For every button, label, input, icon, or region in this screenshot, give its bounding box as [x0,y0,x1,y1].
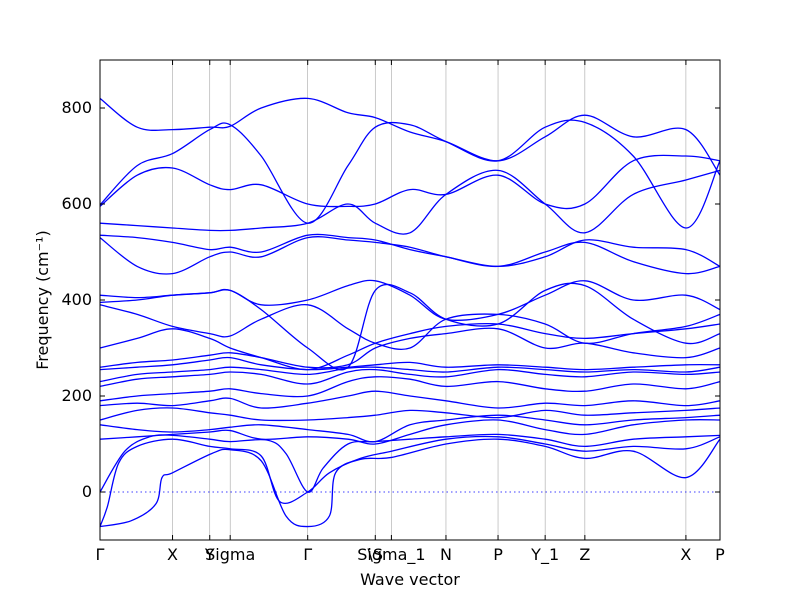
band-line-17 [99,236,721,275]
x-tick-label: X [167,545,178,564]
x-tick-label: P [715,545,725,564]
band-line-20 [99,154,721,210]
band-line-22 [99,97,721,176]
x-tick-label: Sigma [205,545,255,564]
x-tick-label: \S [368,545,384,564]
band-line-7 [99,390,721,409]
band-line-2 [99,435,721,527]
band-line-12 [99,327,721,369]
band-line-1 [99,438,721,528]
band-line-19 [99,169,721,235]
y-axis-label: Frequency (cm⁻¹) [33,230,52,369]
band-line-10 [99,366,721,383]
x-tick-label: Y [204,545,215,564]
x-axis-label: Wave vector [360,570,460,589]
band-line-5 [99,414,721,443]
y-tick-label: 400 [61,290,92,309]
x-tick-label: Z [579,545,590,564]
x-tick-label: Γ [303,545,312,564]
band-lines [99,97,721,528]
band-line-3 [99,433,721,493]
x-tick-label: Sigma_1 [357,545,425,565]
band-line-21 [99,119,721,229]
band-line-14 [99,304,721,351]
x-tick-label: P [493,545,503,564]
band-line-4 [99,418,721,445]
kpoint-separators [172,60,687,540]
band-line-8 [99,376,721,402]
y-axis-ticks: 0 200 400 600 800 [61,98,720,501]
x-tick-label: X [680,545,691,564]
y-tick-label: 600 [61,194,92,213]
band-line-16 [99,282,721,371]
plot-area [99,59,721,541]
x-tick-label: N [440,545,452,564]
y-tick-label: 800 [61,98,92,117]
band-line-18 [99,233,721,268]
y-tick-label: 0 [82,482,92,501]
x-tick-label: Γ [96,545,105,564]
band-line-11 [99,356,721,371]
x-tick-label: Y_1 [530,545,559,565]
band-line-6 [99,407,721,422]
band-line-9 [99,368,721,388]
y-tick-label: 200 [61,386,92,405]
